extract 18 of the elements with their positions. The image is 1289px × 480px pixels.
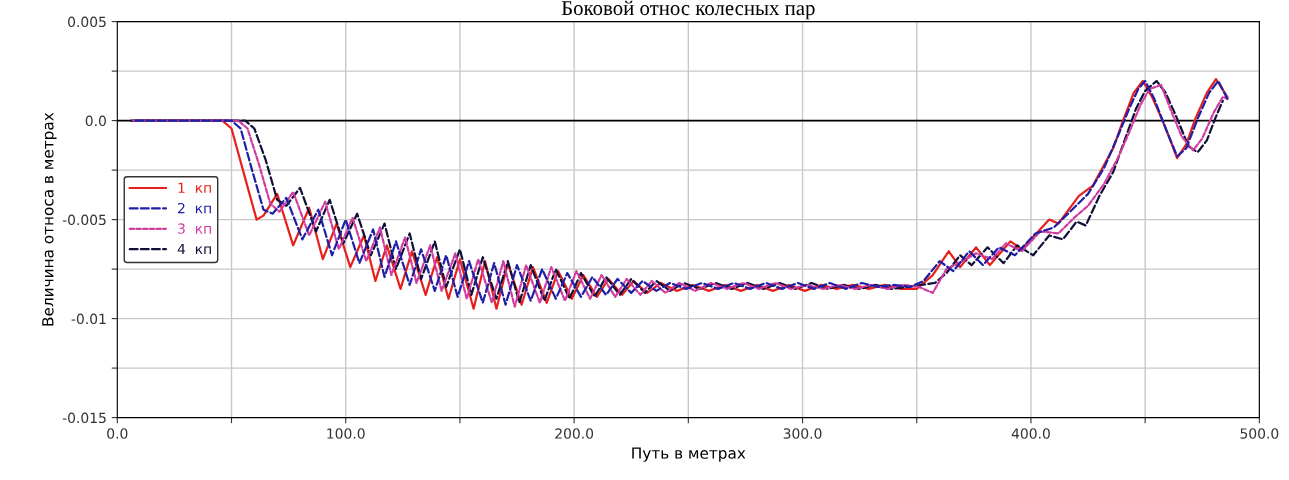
x-tick-label: 500.0 bbox=[1240, 428, 1279, 439]
x-tick-label: 200.0 bbox=[555, 428, 594, 439]
chart-title: Боковой относ колесных пар bbox=[561, 0, 815, 20]
y-tick-label: -0.005 bbox=[62, 214, 106, 226]
legend-label: 2 кп bbox=[178, 202, 211, 214]
x-tick-label: 300.0 bbox=[783, 428, 822, 439]
x-tick-label: 0.0 bbox=[107, 428, 128, 439]
legend-label: 3 кп bbox=[178, 223, 211, 234]
y-tick-label: 0.005 bbox=[68, 16, 106, 28]
x-tick-label: 400.0 bbox=[1011, 428, 1050, 439]
legend-label: 4 кп bbox=[177, 243, 211, 255]
y-axis-title: Величина относа в метрах bbox=[42, 112, 57, 326]
x-axis-title: Путь в метрах bbox=[632, 447, 746, 462]
legend-label: 1 кп bbox=[178, 182, 211, 193]
y-tick-label: 0.0 bbox=[85, 115, 106, 127]
y-tick-label: -0.01 bbox=[71, 313, 106, 325]
y-tick-label: -0.015 bbox=[62, 412, 106, 424]
x-tick-label: 100.0 bbox=[327, 428, 365, 439]
